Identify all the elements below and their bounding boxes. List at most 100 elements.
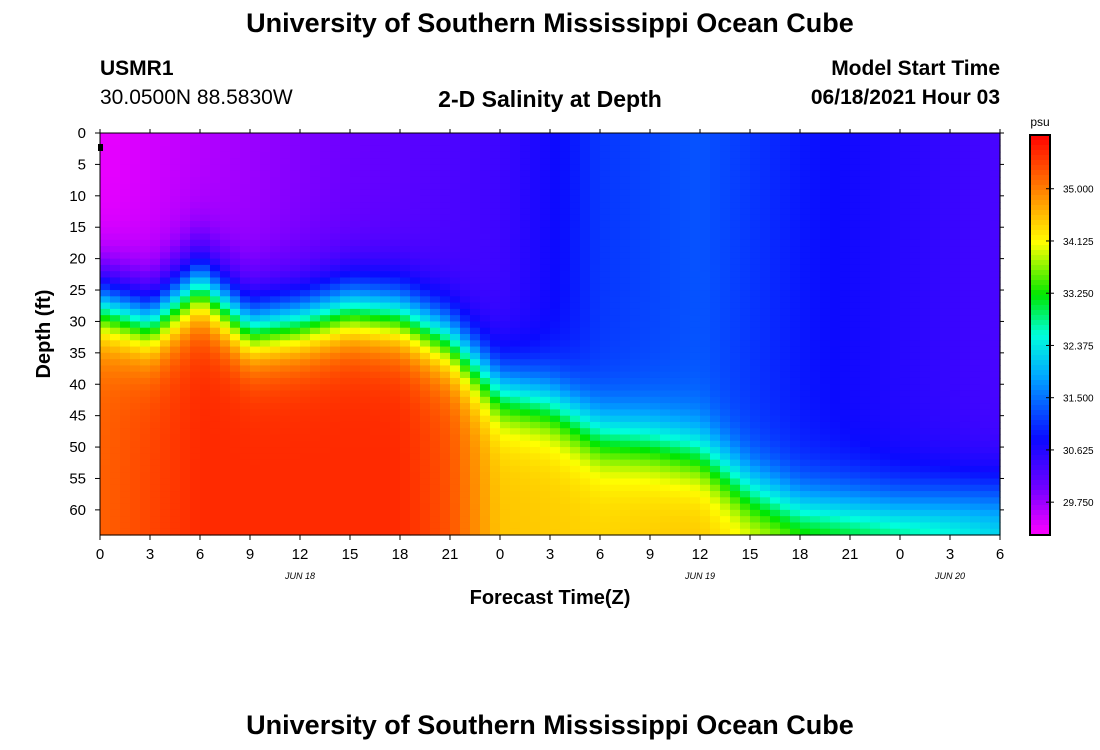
- heatmap-cell: [210, 371, 221, 379]
- heatmap-cell: [490, 359, 501, 367]
- heatmap-cell: [310, 359, 321, 367]
- heatmap-cell: [200, 352, 211, 360]
- heatmap-cell: [460, 271, 471, 279]
- heatmap-cell: [340, 252, 351, 260]
- heatmap-cell: [700, 239, 711, 247]
- heatmap-cell: [100, 491, 111, 498]
- heatmap-cell: [530, 327, 541, 335]
- heatmap-cell: [370, 164, 381, 172]
- heatmap-cell: [650, 415, 661, 423]
- heatmap-cell: [830, 352, 841, 360]
- heatmap-cell: [820, 453, 831, 461]
- heatmap-cell: [340, 283, 351, 291]
- heatmap-cell: [700, 340, 711, 348]
- heatmap-cell: [340, 334, 351, 341]
- heatmap-cell: [690, 365, 701, 373]
- heatmap-cell: [870, 202, 881, 209]
- heatmap-cell: [830, 346, 841, 354]
- heatmap-cell: [830, 509, 841, 517]
- heatmap-cell: [780, 315, 791, 323]
- heatmap-cell: [700, 377, 711, 385]
- heatmap-cell: [810, 465, 821, 473]
- heatmap-cell: [130, 183, 141, 191]
- heatmap-cell: [820, 465, 831, 473]
- heatmap-cell: [630, 428, 641, 436]
- heatmap-cell: [730, 239, 741, 247]
- heatmap-cell: [780, 133, 791, 140]
- heatmap-cell: [550, 428, 561, 436]
- heatmap-cell: [400, 472, 411, 480]
- heatmap-cell: [530, 484, 541, 492]
- heatmap-cell: [110, 440, 121, 448]
- heatmap-cell: [850, 384, 861, 392]
- heatmap-cell: [260, 421, 271, 429]
- heatmap-cell: [220, 296, 231, 304]
- heatmap-cell: [330, 271, 341, 279]
- heatmap-cell: [520, 491, 531, 498]
- heatmap-cell: [670, 283, 681, 291]
- heatmap-cell: [440, 170, 451, 178]
- heatmap-cell: [480, 396, 491, 404]
- heatmap-cell: [380, 164, 391, 172]
- heatmap-cell: [440, 377, 451, 385]
- heatmap-cell: [740, 440, 751, 448]
- heatmap-cell: [430, 497, 441, 505]
- heatmap-cell: [480, 447, 491, 454]
- heatmap-cell: [520, 220, 531, 228]
- heatmap-cell: [720, 522, 731, 530]
- heatmap-cell: [840, 365, 851, 373]
- heatmap-cell: [230, 365, 241, 373]
- heatmap-cell: [320, 271, 331, 279]
- heatmap-cell: [750, 440, 761, 448]
- heatmap-cell: [320, 415, 331, 423]
- heatmap-cell: [510, 133, 521, 140]
- heatmap-cell: [550, 151, 561, 159]
- heatmap-cell: [670, 315, 681, 323]
- heatmap-cell: [830, 447, 841, 454]
- heatmap-cell: [600, 403, 611, 410]
- heatmap-cell: [630, 403, 641, 410]
- heatmap-cell: [760, 365, 771, 373]
- heatmap-cell: [190, 133, 201, 140]
- heatmap-cell: [310, 233, 321, 241]
- heatmap-cell: [560, 491, 571, 498]
- heatmap-cell: [380, 497, 391, 505]
- heatmap-cell: [660, 509, 671, 517]
- heatmap-cell: [170, 390, 181, 398]
- heatmap-cell: [480, 440, 491, 448]
- heatmap-cell: [770, 409, 781, 417]
- heatmap-cell: [740, 334, 751, 341]
- heatmap-cell: [500, 271, 511, 279]
- heatmap-cell: [370, 296, 381, 304]
- heatmap-cell: [710, 283, 721, 291]
- heatmap-cell: [550, 227, 561, 235]
- heatmap-cell: [110, 359, 121, 367]
- heatmap-cell: [850, 176, 861, 184]
- heatmap-cell: [440, 491, 451, 498]
- heatmap-cell: [270, 271, 281, 279]
- heatmap-cell: [770, 403, 781, 410]
- heatmap-cell: [600, 145, 611, 153]
- heatmap-cell: [110, 239, 121, 247]
- heatmap-cell: [800, 296, 811, 304]
- heatmap-cell: [760, 428, 771, 436]
- heatmap-cell: [300, 290, 311, 297]
- heatmap-cell: [560, 264, 571, 272]
- heatmap-cell: [240, 528, 251, 536]
- heatmap-cell: [330, 440, 341, 448]
- heatmap-cell: [370, 384, 381, 392]
- heatmap-cell: [850, 195, 861, 203]
- heatmap-cell: [770, 334, 781, 341]
- heatmap-cell: [350, 315, 361, 323]
- heatmap-cell: [560, 434, 571, 442]
- heatmap-cell: [110, 421, 121, 429]
- heatmap-cell: [740, 208, 751, 216]
- heatmap-cell: [170, 522, 181, 530]
- heatmap-cell: [630, 296, 641, 304]
- heatmap-cell: [380, 183, 391, 191]
- heatmap-cell: [200, 491, 211, 498]
- heatmap-cell: [160, 133, 171, 140]
- heatmap-cell: [180, 440, 191, 448]
- heatmap-cell: [550, 352, 561, 360]
- heatmap-cell: [780, 484, 791, 492]
